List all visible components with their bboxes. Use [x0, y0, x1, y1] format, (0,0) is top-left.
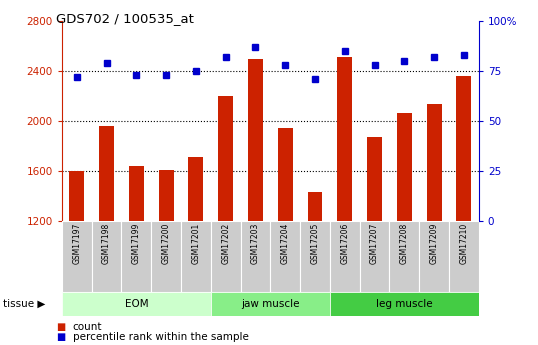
Text: GSM17209: GSM17209 [430, 223, 438, 264]
Text: GSM17206: GSM17206 [341, 223, 349, 264]
Bar [419, 221, 449, 292]
Text: GSM17197: GSM17197 [72, 223, 81, 264]
Text: GSM17201: GSM17201 [192, 223, 200, 264]
Text: GSM17208: GSM17208 [400, 223, 409, 264]
Bar [449, 221, 479, 292]
Text: count: count [73, 322, 102, 332]
Bar [129, 166, 144, 221]
Text: GSM17200: GSM17200 [161, 223, 171, 264]
Text: leg muscle: leg muscle [376, 299, 433, 308]
Bar [367, 137, 382, 221]
Bar [159, 170, 174, 221]
Bar [69, 171, 84, 221]
Bar [308, 192, 322, 221]
Text: ■: ■ [56, 322, 66, 332]
Bar [91, 221, 122, 292]
Text: ■: ■ [56, 333, 66, 342]
Bar [218, 96, 233, 221]
Text: EOM: EOM [124, 299, 148, 308]
Text: GSM17202: GSM17202 [221, 223, 230, 264]
Text: GSM17203: GSM17203 [251, 223, 260, 264]
Bar [330, 292, 479, 316]
Text: jaw muscle: jaw muscle [241, 299, 300, 308]
Text: GSM17210: GSM17210 [459, 223, 469, 264]
Bar [427, 105, 442, 221]
Text: percentile rank within the sample: percentile rank within the sample [73, 333, 249, 342]
Bar [62, 292, 211, 316]
Bar [337, 57, 352, 221]
Text: tissue ▶: tissue ▶ [3, 299, 45, 308]
Bar [330, 221, 360, 292]
Bar [151, 221, 181, 292]
Bar [240, 221, 270, 292]
Text: GSM17204: GSM17204 [281, 223, 290, 264]
Bar [456, 76, 471, 221]
Bar [122, 221, 151, 292]
Text: GSM17199: GSM17199 [132, 223, 141, 264]
Bar [270, 221, 300, 292]
Text: GDS702 / 100535_at: GDS702 / 100535_at [56, 12, 194, 25]
Bar [360, 221, 390, 292]
Text: GSM17207: GSM17207 [370, 223, 379, 264]
Bar [211, 292, 330, 316]
Bar [248, 59, 263, 221]
Bar [211, 221, 240, 292]
Bar [278, 128, 293, 221]
Text: GSM17198: GSM17198 [102, 223, 111, 264]
Bar [188, 157, 203, 221]
Text: GSM17205: GSM17205 [310, 223, 320, 264]
Bar [390, 221, 419, 292]
Bar [181, 221, 211, 292]
Bar [300, 221, 330, 292]
Bar [62, 221, 91, 292]
Bar [99, 126, 114, 221]
Bar [397, 113, 412, 221]
